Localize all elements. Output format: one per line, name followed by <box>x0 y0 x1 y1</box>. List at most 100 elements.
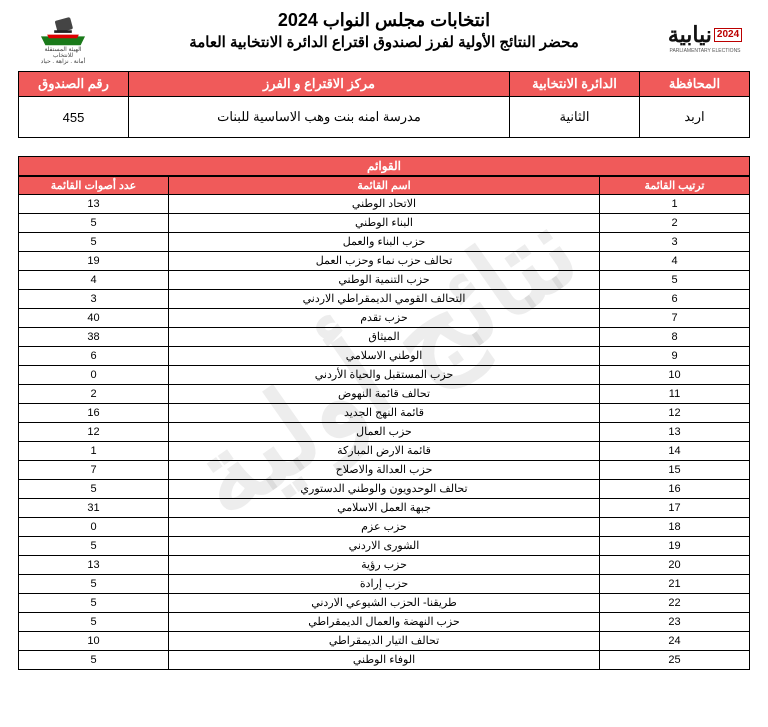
page-header: 2024 نيابية PARLIAMENTARY ELECTIONS انتخ… <box>18 10 750 65</box>
cell-order: 9 <box>600 347 750 366</box>
cell-order: 25 <box>600 651 750 670</box>
cell-order: 3 <box>600 233 750 252</box>
cell-votes: 31 <box>19 499 169 518</box>
cell-votes: 5 <box>19 480 169 499</box>
cell-order: 19 <box>600 537 750 556</box>
cell-votes: 5 <box>19 233 169 252</box>
table-row: 6التحالف القومي الديمقراطي الاردني3 <box>19 290 750 309</box>
left-logo: الهيئة المستقلة للانتخاب أمانة . نزاهة .… <box>18 10 108 65</box>
table-row: 19الشورى الاردني5 <box>19 537 750 556</box>
cell-name: قائمة النهج الجديد <box>169 404 600 423</box>
right-logo: 2024 نيابية PARLIAMENTARY ELECTIONS <box>660 10 750 65</box>
cell-name: حزب عزم <box>169 518 600 537</box>
cell-name: حزب النهضة والعمال الديمقراطي <box>169 613 600 632</box>
th-governorate: المحافظة <box>640 72 750 97</box>
cell-votes: 4 <box>19 271 169 290</box>
cell-order: 11 <box>600 385 750 404</box>
lists-table: ترتيب القائمة اسم القائمة عدد أصوات القا… <box>18 176 750 670</box>
info-table: المحافظة الدائرة الانتخابية مركز الاقترا… <box>18 71 750 138</box>
table-row: 16تحالف الوحدويون والوطني الدستوري5 <box>19 480 750 499</box>
cell-name: حزب المستقبل والحياة الأردني <box>169 366 600 385</box>
cell-name: قائمة الارض المباركة <box>169 442 600 461</box>
title-block: انتخابات مجلس النواب 2024 محضر النتائج ا… <box>108 10 660 51</box>
td-district: الثانية <box>510 97 640 138</box>
cell-votes: 5 <box>19 214 169 233</box>
th-votes: عدد أصوات القائمة <box>19 177 169 195</box>
td-governorate: اربد <box>640 97 750 138</box>
table-row: 13حزب العمال12 <box>19 423 750 442</box>
td-center: مدرسة امنه بنت وهب الاساسية للبنات <box>129 97 510 138</box>
cell-votes: 1 <box>19 442 169 461</box>
cell-name: الميثاق <box>169 328 600 347</box>
table-row: 21حزب إرادة5 <box>19 575 750 594</box>
table-row: 10حزب المستقبل والحياة الأردني0 <box>19 366 750 385</box>
cell-votes: 5 <box>19 575 169 594</box>
cell-votes: 5 <box>19 613 169 632</box>
cell-order: 15 <box>600 461 750 480</box>
logo-word: نيابية <box>668 22 712 48</box>
cell-order: 23 <box>600 613 750 632</box>
cell-votes: 2 <box>19 385 169 404</box>
cell-votes: 12 <box>19 423 169 442</box>
cell-votes: 16 <box>19 404 169 423</box>
cell-order: 16 <box>600 480 750 499</box>
logo-sub: PARLIAMENTARY ELECTIONS <box>669 48 740 54</box>
cell-order: 6 <box>600 290 750 309</box>
cell-order: 18 <box>600 518 750 537</box>
table-row: 11تحالف قائمة النهوض2 <box>19 385 750 404</box>
cell-order: 1 <box>600 195 750 214</box>
table-row: 15حزب العدالة والاصلاح7 <box>19 461 750 480</box>
table-row: 2البناء الوطني5 <box>19 214 750 233</box>
cell-votes: 38 <box>19 328 169 347</box>
cell-order: 20 <box>600 556 750 575</box>
cell-name: حزب تقدم <box>169 309 600 328</box>
lists-section-title: القوائم <box>18 156 750 176</box>
cell-votes: 6 <box>19 347 169 366</box>
cell-name: تحالف الوحدويون والوطني الدستوري <box>169 480 600 499</box>
cell-votes: 13 <box>19 195 169 214</box>
cell-order: 13 <box>600 423 750 442</box>
cell-name: حزب إرادة <box>169 575 600 594</box>
cell-order: 12 <box>600 404 750 423</box>
th-box: رقم الصندوق <box>19 72 129 97</box>
cell-votes: 0 <box>19 366 169 385</box>
cell-name: حزب العمال <box>169 423 600 442</box>
cell-votes: 40 <box>19 309 169 328</box>
cell-order: 5 <box>600 271 750 290</box>
cell-order: 24 <box>600 632 750 651</box>
th-name: اسم القائمة <box>169 177 600 195</box>
cell-name: البناء الوطني <box>169 214 600 233</box>
table-row: 7حزب تقدم40 <box>19 309 750 328</box>
cell-order: 7 <box>600 309 750 328</box>
table-row: 9الوطني الاسلامي6 <box>19 347 750 366</box>
ballot-icon <box>33 10 93 47</box>
cell-name: تحالف قائمة النهوض <box>169 385 600 404</box>
cell-votes: 5 <box>19 537 169 556</box>
cell-name: الوفاء الوطني <box>169 651 600 670</box>
table-row: 17جبهة العمل الاسلامي31 <box>19 499 750 518</box>
title-line2: محضر النتائج الأولية لفرز لصندوق اقتراع … <box>108 33 660 51</box>
cell-name: التحالف القومي الديمقراطي الاردني <box>169 290 600 309</box>
cell-name: حزب التنمية الوطني <box>169 271 600 290</box>
th-district: الدائرة الانتخابية <box>510 72 640 97</box>
table-row: 5حزب التنمية الوطني4 <box>19 271 750 290</box>
table-row: 12قائمة النهج الجديد16 <box>19 404 750 423</box>
table-row: 22طريقنا- الحزب الشيوعي الاردني5 <box>19 594 750 613</box>
cell-name: تحالف التيار الديمقراطي <box>169 632 600 651</box>
cell-votes: 10 <box>19 632 169 651</box>
cell-votes: 19 <box>19 252 169 271</box>
cell-order: 17 <box>600 499 750 518</box>
cell-name: الاتحاد الوطني <box>169 195 600 214</box>
cell-order: 8 <box>600 328 750 347</box>
cell-order: 2 <box>600 214 750 233</box>
cell-name: حزب البناء والعمل <box>169 233 600 252</box>
cell-order: 4 <box>600 252 750 271</box>
title-line1: انتخابات مجلس النواب 2024 <box>108 10 660 31</box>
cell-name: طريقنا- الحزب الشيوعي الاردني <box>169 594 600 613</box>
left-logo-line3: أمانة . نزاهة . حياد <box>41 59 86 65</box>
cell-name: الشورى الاردني <box>169 537 600 556</box>
cell-name: حزب العدالة والاصلاح <box>169 461 600 480</box>
cell-order: 22 <box>600 594 750 613</box>
table-row: 4تحالف حزب نماء وحزب العمل19 <box>19 252 750 271</box>
cell-order: 21 <box>600 575 750 594</box>
